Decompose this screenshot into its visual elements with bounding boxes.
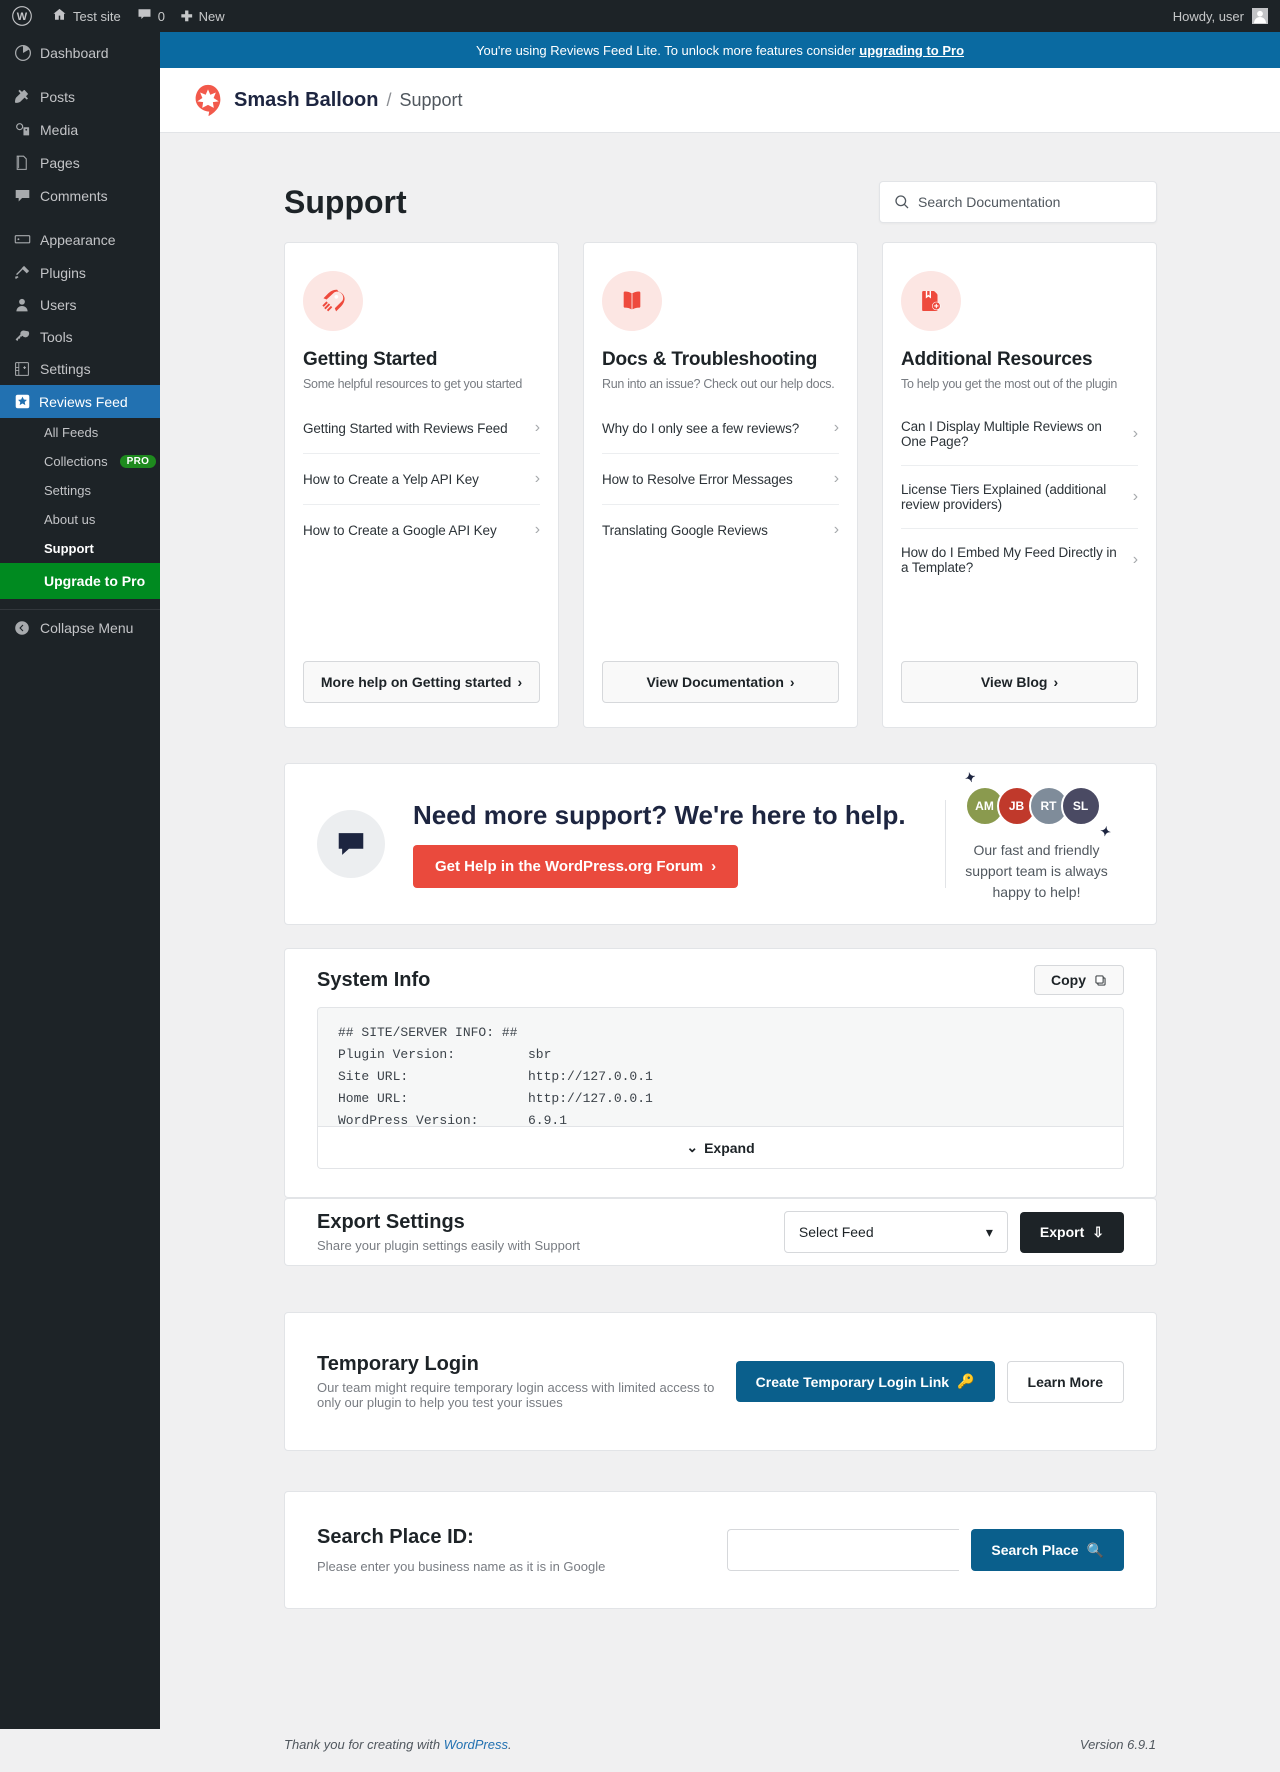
svg-text:W: W xyxy=(17,11,28,23)
